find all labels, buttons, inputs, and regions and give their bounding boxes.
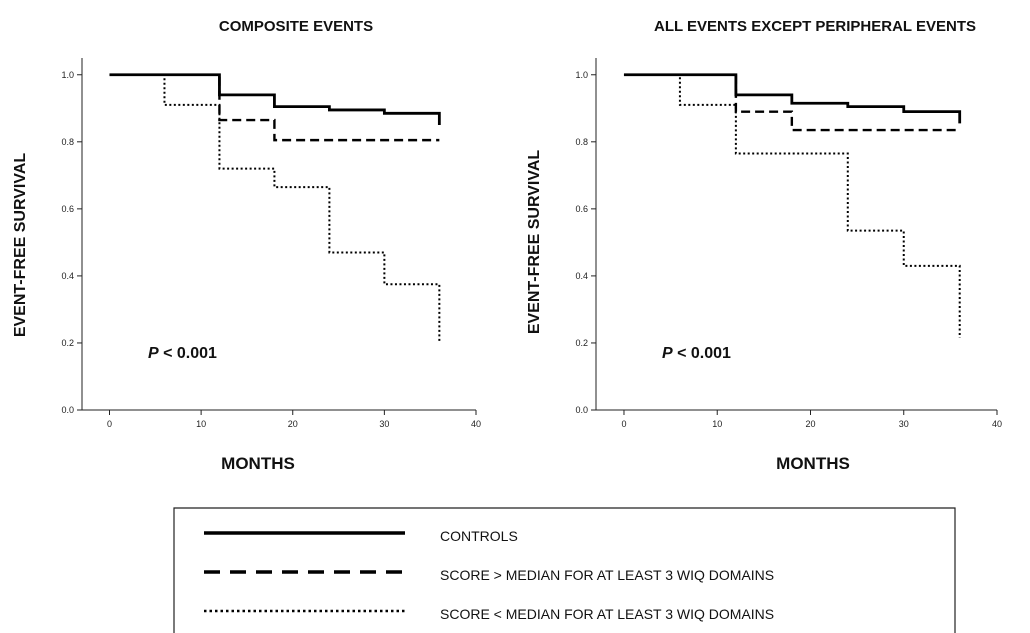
x-tick-label: 20	[805, 419, 815, 429]
y-tick-label: 1.0	[575, 70, 588, 80]
chart-title: COMPOSITE EVENTS	[219, 18, 373, 35]
series-line-dotted	[623, 73, 961, 338]
chart-panel-composite-events: COMPOSITE EVENTS EVENT-FREE SURVIVAL MON…	[12, 18, 481, 473]
p-value-text: < 0.001	[673, 345, 731, 362]
series-line-dotted	[109, 73, 441, 343]
y-tick-label: 0.6	[575, 204, 588, 214]
x-tick-label: 20	[288, 419, 298, 429]
x-tick-label: 0	[621, 419, 626, 429]
y-tick-label: 0.8	[575, 137, 588, 147]
series-line-solid	[623, 73, 962, 124]
p-symbol: P	[148, 345, 159, 362]
series-lines	[109, 73, 441, 343]
chart-panel-all-events-except-peripheral: ALL EVENTS EXCEPT PERIPHERAL EVENTS EVEN…	[526, 18, 1002, 473]
legend-label-score-above-median: SCORE > MEDIAN FOR AT LEAST 3 WIQ DOMAIN…	[440, 567, 774, 583]
y-tick-label: 1.0	[61, 70, 74, 80]
y-tick-label: 0.4	[575, 271, 588, 281]
axis-ticks: 0.0 0.2 0.4 0.6 0.8 1.0 0 10 20 30 40	[61, 58, 481, 429]
x-tick-label: 30	[899, 419, 909, 429]
y-tick-label: 0.8	[61, 137, 74, 147]
legend-box-frame	[173, 507, 956, 633]
y-tick-label: 0.2	[61, 338, 74, 348]
x-axis-label: MONTHS	[776, 454, 850, 473]
y-tick-label: 0.0	[575, 405, 588, 415]
legend-label-score-below-median: SCORE < MEDIAN FOR AT LEAST 3 WIQ DOMAIN…	[440, 606, 774, 622]
p-value-annotation: P < 0.001	[148, 345, 217, 362]
legend-label-controls: CONTROLS	[440, 528, 518, 544]
p-value-annotation: P < 0.001	[662, 345, 731, 362]
y-tick-label: 0.4	[61, 271, 74, 281]
series-line-solid	[109, 73, 441, 126]
y-tick-label: 0.2	[575, 338, 588, 348]
y-tick-label: 0.0	[61, 405, 74, 415]
x-tick-label: 0	[107, 419, 112, 429]
x-tick-label: 30	[379, 419, 389, 429]
x-tick-label: 10	[712, 419, 722, 429]
series-line-dashed	[109, 73, 440, 142]
series-line-dashed	[623, 73, 960, 132]
chart-title: ALL EVENTS EXCEPT PERIPHERAL EVENTS	[654, 18, 976, 35]
p-symbol: P	[662, 345, 673, 362]
axis-ticks: 0.0 0.2 0.4 0.6 0.8 1.0 0 10 20 30 40	[575, 58, 1002, 429]
y-axis-label: EVENT-FREE SURVIVAL	[12, 153, 29, 338]
x-axis-label: MONTHS	[221, 454, 295, 473]
x-tick-label: 10	[196, 419, 206, 429]
legend: CONTROLS SCORE > MEDIAN FOR AT LEAST 3 W…	[173, 507, 956, 633]
y-axis-label: EVENT-FREE SURVIVAL	[526, 150, 543, 335]
x-tick-label: 40	[992, 419, 1002, 429]
x-tick-label: 40	[471, 419, 481, 429]
p-value-text: < 0.001	[159, 345, 217, 362]
y-tick-label: 0.6	[61, 204, 74, 214]
series-lines	[623, 73, 962, 338]
